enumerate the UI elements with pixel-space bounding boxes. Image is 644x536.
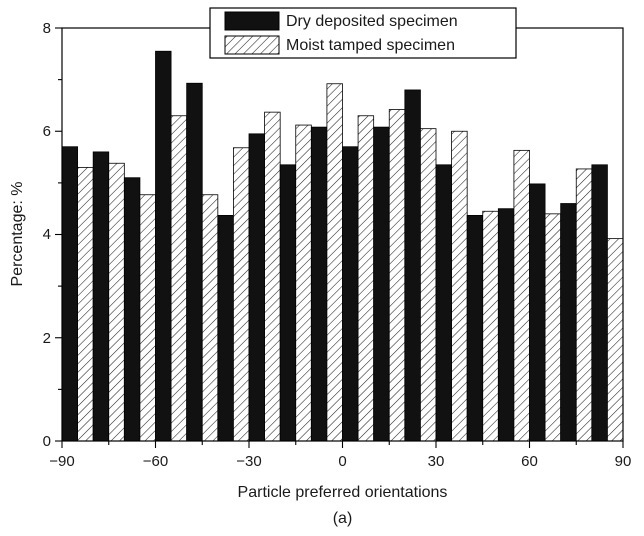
bar-dry-9 <box>342 146 359 442</box>
legend-swatch-moist <box>224 35 280 55</box>
figure-caption: (a) <box>333 510 353 527</box>
bar-dry-1 <box>92 151 110 442</box>
bar-dry-10 <box>373 126 390 442</box>
bar-dry-8 <box>310 126 328 442</box>
bar-dry-2 <box>123 177 141 442</box>
bar-dry-4 <box>186 82 203 442</box>
bar-moist-5 <box>233 147 250 442</box>
bar-moist-15 <box>544 213 562 442</box>
legend-swatch-dry <box>224 11 280 31</box>
bar-dry-17 <box>591 164 608 442</box>
bar-moist-9 <box>357 115 375 442</box>
bar-dry-7 <box>279 164 297 442</box>
bar-moist-17 <box>607 238 624 442</box>
bar-moist-14 <box>513 149 530 442</box>
bar-moist-16 <box>575 168 593 442</box>
x-tick-3: 0 <box>338 453 346 470</box>
bar-moist-0 <box>77 166 94 442</box>
bar-moist-10 <box>388 109 406 442</box>
bar-dry-5 <box>217 214 234 442</box>
bar-dry-6 <box>248 133 265 442</box>
bar-moist-3 <box>170 115 188 442</box>
legend: Dry deposited specimen Moist tamped spec… <box>209 7 517 59</box>
bars-group <box>61 50 624 442</box>
bar-moist-6 <box>264 111 281 442</box>
x-tick-1: −60 <box>143 453 168 470</box>
x-tick-6: 90 <box>615 453 632 470</box>
x-tick-5: 60 <box>521 453 538 470</box>
legend-label-moist: Moist tamped specimen <box>286 37 455 54</box>
bar-dry-3 <box>155 50 172 442</box>
bar-moist-7 <box>295 124 312 442</box>
bar-dry-11 <box>404 89 421 442</box>
bar-moist-1 <box>108 162 125 442</box>
ticks-group <box>55 27 624 448</box>
x-tick-0: −90 <box>49 453 74 470</box>
bar-moist-11 <box>420 128 437 442</box>
bar-dry-14 <box>497 208 515 442</box>
bar-moist-12 <box>451 130 468 442</box>
y-tick-4: 8 <box>43 20 51 37</box>
bar-dry-16 <box>560 203 577 442</box>
legend-label-dry: Dry deposited specimen <box>286 13 458 30</box>
bar-dry-15 <box>529 183 546 442</box>
y-tick-3: 6 <box>43 123 51 140</box>
y-tick-2: 4 <box>43 226 51 243</box>
bar-dry-12 <box>435 164 452 442</box>
y-axis-label: Percentage: % <box>9 182 26 287</box>
bar-moist-2 <box>139 194 156 442</box>
bar-moist-8 <box>326 83 343 442</box>
y-tick-1: 2 <box>43 330 51 347</box>
bar-dry-13 <box>466 214 484 442</box>
bar-moist-4 <box>201 194 219 442</box>
x-tick-4: 30 <box>428 453 445 470</box>
x-tick-2: −30 <box>236 453 261 470</box>
bar-moist-13 <box>482 210 499 442</box>
bar-dry-0 <box>61 146 78 442</box>
y-tick-0: 0 <box>43 433 51 450</box>
x-axis-label: Particle preferred orientations <box>238 484 448 501</box>
